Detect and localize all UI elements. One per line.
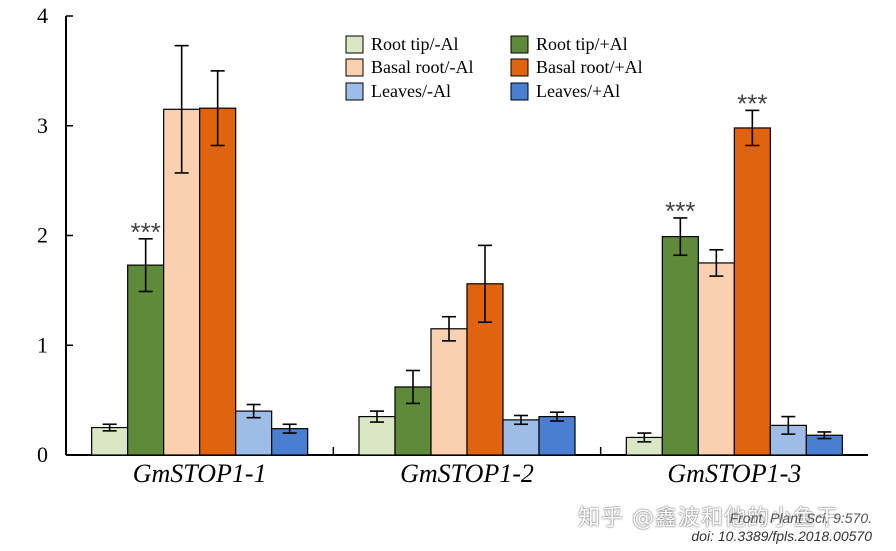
legend-item: Root tip/+Al [510, 34, 628, 54]
bar [430, 328, 468, 456]
legend-label: Leaves/+Al [536, 81, 620, 101]
bars: *** *** *** [91, 44, 843, 456]
legend-label: Root tip/-Al [371, 34, 459, 54]
legend-label: Root tip/+Al [536, 34, 628, 54]
legend-swatch [345, 58, 364, 77]
legend-swatch [510, 58, 529, 77]
significance-label: *** [665, 196, 695, 226]
legend-item: Root tip/-Al [345, 34, 459, 54]
doi-citation: doi: 10.3389/fpls.2018.00570 [691, 528, 872, 544]
journal-citation: Front. Plant Sci. 9:570. [729, 510, 872, 526]
watermark: 知乎 @鑫波和他的小鱼干 [578, 506, 839, 531]
x-category-label: GmSTOP1-3 [667, 459, 801, 488]
bar [91, 426, 129, 456]
significance-label: *** [737, 88, 767, 118]
significance-label: *** [130, 217, 160, 247]
bar [127, 264, 165, 456]
bar [502, 419, 540, 456]
legend: Root tip/-Al Root tip/+Al Basal root/-Al Ba… [345, 34, 643, 101]
y-tick-label: 0 [37, 442, 48, 467]
bar [199, 107, 237, 456]
bar [661, 235, 699, 456]
legend-swatch [345, 82, 364, 101]
legend-swatch [345, 35, 364, 54]
y-tick-label: 1 [37, 332, 48, 357]
bar [538, 415, 576, 456]
legend-swatch [510, 35, 529, 54]
bar [358, 415, 396, 456]
bar [697, 262, 735, 456]
legend-label: Basal root/-Al [371, 57, 473, 77]
bar [733, 127, 771, 456]
legend-label: Basal root/+Al [536, 57, 643, 77]
x-category-label: GmSTOP1-2 [400, 459, 534, 488]
legend-item: Basal root/+Al [510, 57, 643, 77]
legend-item: Leaves/+Al [510, 81, 620, 101]
legend-item: Basal root/-Al [345, 57, 473, 77]
legend-label: Leaves/-Al [371, 81, 451, 101]
y-tick-label: 4 [37, 3, 48, 28]
y-tick-label: 2 [37, 223, 48, 248]
x-category-label: GmSTOP1-1 [133, 459, 267, 488]
y-tick-label: 3 [37, 113, 48, 138]
legend-swatch [510, 82, 529, 101]
legend-item: Leaves/-Al [345, 81, 451, 101]
